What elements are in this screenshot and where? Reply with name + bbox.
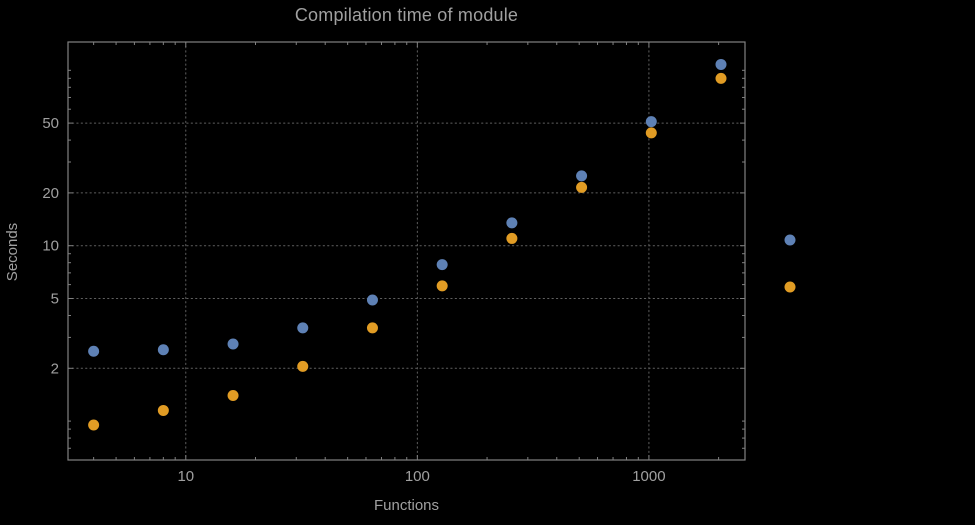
data-point-series-2-orange <box>506 232 518 244</box>
data-point-series-1-blue <box>366 294 378 306</box>
x-tick-label: 100 <box>405 468 430 485</box>
data-point-series-1-blue <box>645 116 657 128</box>
chart-title: Compilation time of module <box>294 5 519 25</box>
data-point-series-2-orange <box>715 72 727 84</box>
data-point-series-2-orange <box>297 360 309 372</box>
data-point-series-2-orange <box>645 127 657 139</box>
data-point-series-1-blue <box>227 338 239 350</box>
data-point-series-2-orange <box>366 322 378 334</box>
x-axis-label: Functions <box>373 497 440 514</box>
data-point-series-2-orange <box>227 389 239 401</box>
legend-marker-series-1-blue <box>784 234 796 246</box>
data-point-series-1-blue <box>506 217 518 229</box>
x-tick-label: 1000 <box>632 468 665 485</box>
y-tick-label: 50 <box>42 115 59 132</box>
legend-marker-series-2-orange <box>784 281 796 293</box>
data-point-series-1-blue <box>715 58 727 70</box>
y-tick-label: 5 <box>51 290 59 307</box>
data-point-series-2-orange <box>576 181 588 193</box>
y-tick-label: 20 <box>42 185 59 202</box>
data-point-series-1-blue <box>297 322 309 334</box>
x-tick-label: 10 <box>177 468 194 485</box>
data-point-series-2-orange <box>88 419 100 431</box>
y-tick-label: 10 <box>42 238 59 255</box>
y-axis-label: Seconds <box>4 222 21 282</box>
data-point-series-1-blue <box>157 344 169 356</box>
data-point-series-1-blue <box>88 345 100 357</box>
data-point-series-2-orange <box>157 404 169 416</box>
data-point-series-1-blue <box>436 259 448 271</box>
plot-frame <box>67 41 746 461</box>
y-tick-label: 2 <box>51 360 59 377</box>
data-point-series-1-blue <box>576 170 588 182</box>
data-point-series-2-orange <box>436 280 448 292</box>
